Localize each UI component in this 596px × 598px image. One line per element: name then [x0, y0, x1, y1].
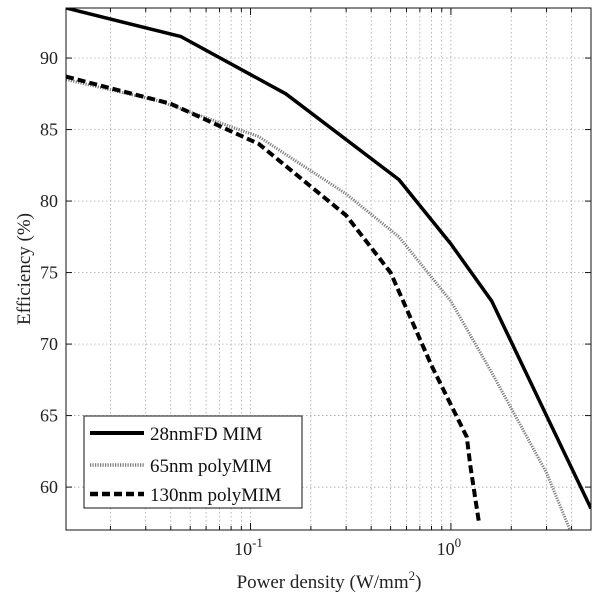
legend-label-28nmfd-mim: 28nmFD MIM [150, 424, 263, 445]
series-line-65nm-polymim [66, 78, 572, 530]
x-axis-label-superscript: 2 [409, 568, 416, 583]
series-lines [66, 8, 591, 530]
legend: 28nmFD MIM 65nm polyMIM 130nm polyMIM [83, 415, 303, 509]
x-tick-label: 10-1 [234, 535, 263, 559]
series-line-130nm-polymim [66, 74, 481, 524]
y-tick-label: 70 [40, 334, 58, 354]
y-tick-label: 85 [40, 120, 58, 140]
plot-frame [65, 7, 592, 531]
x-tick-label: 100 [437, 535, 462, 559]
y-axis-label: Efficiency (%) [14, 213, 35, 325]
y-tick-label: 80 [40, 191, 58, 211]
y-tick-label: 65 [40, 406, 58, 426]
x-tick-label-exponent: 0 [455, 535, 462, 550]
y-tick-label: 75 [40, 263, 58, 283]
x-axis-label-main: Power density (W/mm [237, 572, 409, 593]
x-tick-label-base: 10 [234, 539, 252, 559]
x-axis-label-close: ) [415, 572, 421, 593]
legend-label-130nm-polymim: 130nm polyMIM [150, 485, 282, 506]
x-tick-label-base: 10 [437, 539, 455, 559]
x-axis-label: Power density (W/mm2) [237, 568, 422, 593]
y-tick-label: 90 [40, 48, 58, 68]
legend-label-65nm-polymim: 65nm polyMIM [150, 456, 272, 477]
series-line-28nmfd-mim [66, 8, 591, 510]
y-tick-label: 60 [40, 477, 58, 497]
x-tick-label-exponent: -1 [252, 535, 263, 550]
